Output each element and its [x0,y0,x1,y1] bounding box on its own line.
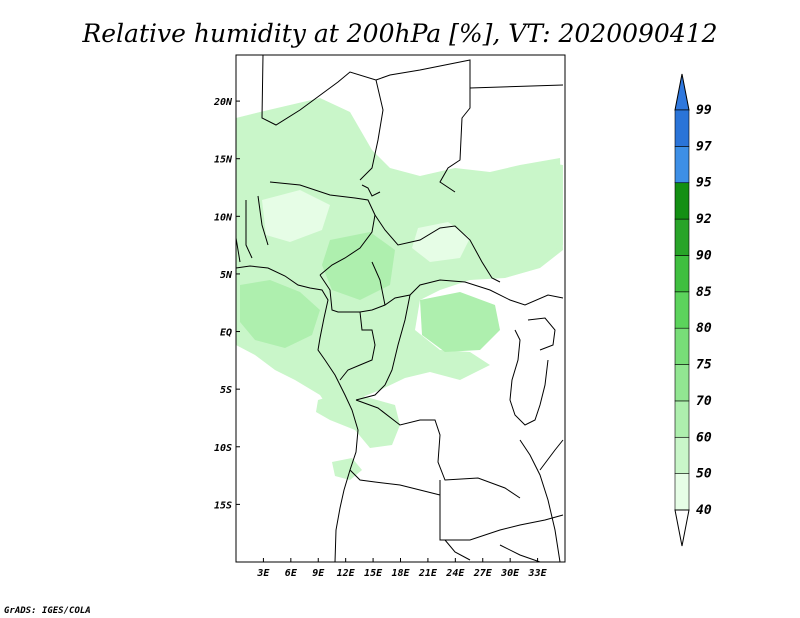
humidity-region-central-gap [412,222,470,262]
colorbar: 40 50 60 70 75 80 85 90 92 95 97 99 [674,73,712,547]
colorbar-label: 60 [696,430,712,445]
lon-tick-label: 12E [337,568,356,579]
border-sahel-2 [374,214,501,283]
humidity-region-west [236,98,563,410]
colorbar-over-arrow [674,73,690,111]
lat-tick-label: 15S [214,500,232,511]
border-south [355,399,564,541]
map-title: Relative humidity at 200hPa [%], VT: 202… [81,19,717,48]
border-lakes [509,317,556,426]
lat-tick-label: 10S [214,443,232,454]
border-far-south [444,539,541,562]
lon-tick-label: 21E [418,568,438,579]
border-congo-2 [355,294,411,401]
colorbar-segment [674,218,690,256]
lon-tick-label: 18E [391,568,410,579]
border-north-1 [261,55,384,181]
colorbar-label: 80 [696,321,712,336]
colorbar-label: 70 [696,394,712,409]
humidity-region-darker-west [240,280,320,348]
lon-tick-label: 9E [312,568,325,579]
colorbar-segment [674,364,690,402]
border-north-2 [375,59,471,193]
colorbar-segment [674,473,690,511]
colorbar-label: 50 [696,467,712,482]
lon-tick-label: 33E [528,568,548,579]
colorbar-label: 75 [696,358,712,373]
border-central-2 [371,261,386,306]
colorbar-label: 92 [696,212,712,227]
lat-tick-label: 10N [214,212,233,223]
lon-tick-label: 27E [473,568,493,579]
country-borders-and-coastlines [236,55,564,562]
lat-tick-label: 5S [220,385,232,396]
colorbar-label: 99 [696,103,712,118]
colorbar-segment [674,146,690,184]
colorbar-label: 95 [696,176,712,191]
latitude-axis: 20N 15N 10N 5N EQ 5S 10S 15S [213,97,240,511]
lon-tick-label: 30E [500,568,520,579]
grads-credit: GrADS: IGES/COLA [4,606,91,616]
border-southeast [519,439,564,562]
lon-tick-label: 3E [256,568,270,579]
humidity-region-northwest-gap [262,190,330,242]
border-west-small [236,195,269,263]
humidity-region-darker-east [420,292,500,352]
lat-tick-label: EQ [220,328,232,339]
longitude-axis: 3E 6E 9E 12E 15E 18E 21E 24E 27E 30E 33E [256,558,548,579]
lat-tick-label: 15N [214,155,233,166]
lat-tick-label: 20N [213,97,233,108]
colorbar-segment [674,255,690,293]
colorbar-segment [674,436,690,474]
colorbar-segment [674,109,690,147]
west-africa-coastline [236,265,359,562]
humidity-region-south [316,392,400,448]
lon-tick-label: 24E [445,568,465,579]
humidity-shading [236,98,563,480]
lon-tick-label: 15E [364,568,383,579]
border-congo [339,311,376,381]
colorbar-segment [674,327,690,365]
lon-tick-label: 6E [285,568,298,579]
colorbar-under-arrow [674,509,690,547]
colorbar-label: 85 [696,285,712,300]
border-nile [361,184,381,197]
lat-tick-label: 5N [220,270,233,281]
humidity-region-darker-central [322,232,395,300]
colorbar-label: 97 [696,139,712,154]
border-north-3 [469,84,564,89]
border-southwest [349,469,441,496]
colorbar-segment [674,182,690,220]
colorbar-label: 40 [696,503,712,518]
colorbar-segment [674,400,690,438]
colorbar-label: 90 [696,248,712,263]
colorbar-segment [674,291,690,329]
map-panel: 3E 6E 9E 12E 15E 18E 21E 24E 27E 30E 33E 20N 15N 10N… [213,54,566,579]
